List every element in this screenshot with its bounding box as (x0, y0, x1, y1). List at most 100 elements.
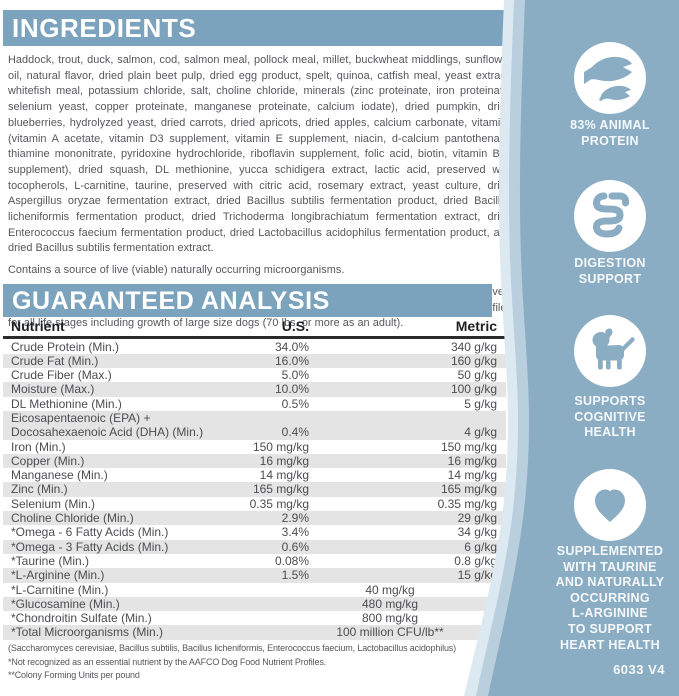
us-value-cell: 14 mg/kg (259, 468, 309, 483)
metric-value-cell: 160 g/kg (450, 353, 497, 368)
footnote: *Not recognized as an essential nutrient… (8, 656, 327, 667)
metric-value-cell: 16 mg/kg (447, 453, 497, 468)
table-row: DL Methionine (Min.) 0.5% 5 g/kg (3, 397, 506, 411)
benefits-sidebar: 83% ANIMAL PROTEIN DIGESTION SUPPORT SUP… (541, 0, 679, 696)
metric-value-cell: 150 mg/kg (440, 439, 497, 454)
value-cell: 800 mg/kg (361, 611, 419, 626)
nutrient-cell: *Omega - 3 Fatty Acids (Min.) (11, 539, 169, 554)
footnote: **Colony Forming Units per pound (8, 670, 140, 681)
table-header-rule (3, 336, 506, 339)
us-value-cell: 1.5% (281, 568, 309, 583)
analysis-table-header: Nutrient U.S. Metric (3, 318, 506, 335)
microorganisms-note: Contains a source of live (viable) natur… (8, 264, 345, 277)
table-row: Crude Protein (Min.) 34.0% 340 g/kg (3, 340, 506, 354)
nutrient-cell: Copper (Min.) (11, 453, 85, 468)
column-header-nutrient: Nutrient (11, 318, 65, 334)
value-cell: 480 mg/kg (361, 596, 419, 611)
us-value-cell: 10.0% (274, 382, 309, 397)
metric-value-cell: 15 g/kg (457, 568, 497, 583)
badge-digestion-label: DIGESTION SUPPORT (574, 256, 646, 286)
metric-value-cell: 100 g/kg (450, 382, 497, 397)
dog-icon (574, 315, 646, 387)
badge-animal-protein-label: 83% ANIMAL PROTEIN (570, 118, 650, 148)
table-row: Copper (Min.) 16 mg/kg 16 mg/kg (3, 453, 506, 469)
nutrient-cell: Crude Fat (Min.) (11, 353, 99, 368)
metric-value-cell: 0.35 mg/kg (437, 496, 497, 511)
nutrient-cell: Crude Fiber (Max.) (11, 368, 112, 383)
us-value-cell: 3.4% (281, 525, 309, 540)
metric-value-cell: 4 g/kg (464, 425, 497, 440)
column-header-us: U.S. (281, 318, 309, 334)
table-row: Selenium (Min.) 0.35 mg/kg 0.35 mg/kg (3, 497, 506, 511)
metric-value-cell: 165 mg/kg (440, 482, 497, 497)
analysis-footnotes: (Saccharomyces cerevisiae, Bacillus subt… (8, 642, 486, 683)
metric-value-cell: 14 mg/kg (447, 468, 497, 483)
table-row: *Total Microorganisms (Min.) 100 million … (3, 625, 506, 640)
ingredients-text: Haddock, trout, duck, salmon, cod, salmo… (8, 54, 512, 255)
nutrient-cell: *Chondroitin Sulfate (Min.) (11, 611, 152, 626)
footnote: (Saccharomyces cerevisiae, Bacillus subt… (8, 643, 456, 653)
table-row: Crude Fat (Min.) 16.0% 160 g/kg (3, 353, 506, 369)
metric-value-cell: 29 g/kg (457, 511, 497, 526)
guaranteed-analysis-title: GUARANTEED ANALYSIS (12, 287, 330, 315)
table-row: Crude Fiber (Max.) 5.0% 50 g/kg (3, 368, 506, 382)
ingredients-title: INGREDIENTS (12, 13, 197, 43)
metric-value-cell: 34 g/kg (457, 525, 497, 540)
nutrient-cell: Crude Protein (Min.) (11, 339, 120, 354)
nutrient-cell: Selenium (Min.) (11, 496, 96, 511)
table-row: *Omega - 3 Fatty Acids (Min.) 0.6% 6 g/kg (3, 539, 506, 554)
table-row: *Chondroitin Sulfate (Min.) 800 mg/kg (3, 611, 506, 625)
us-value-cell: 150 mg/kg (252, 439, 309, 454)
nutrient-cell: Manganese (Min.) (11, 468, 108, 483)
table-row: *Taurine (Min.) 0.08% 0.8 g/kg (3, 554, 506, 568)
table-row: Iron (Min.) 150 mg/kg 150 mg/kg (3, 440, 506, 454)
nutrient-cell: *L-Carnitine (Min.) (11, 582, 109, 597)
nutrient-cell: *Omega - 6 Fatty Acids (Min.) (11, 525, 169, 540)
fish-icon (574, 42, 646, 114)
column-header-metric: Metric (455, 318, 497, 334)
us-value-cell: 34.0% (274, 339, 309, 354)
us-value-cell: 16 mg/kg (259, 453, 309, 468)
table-row: Moisture (Max.) 10.0% 100 g/kg (3, 382, 506, 397)
nutrient-cell: *L-Arginine (Min.) (11, 568, 105, 583)
nutrient-cell: *Total Microorganisms (Min.) (11, 625, 164, 640)
us-value-cell: 0.08% (274, 553, 309, 568)
analysis-table-body: Crude Protein (Min.) 34.0% 340 g/kg Crude F… (3, 340, 506, 640)
metric-value-cell: 340 g/kg (450, 339, 497, 354)
us-value-cell: 5.0% (281, 368, 309, 383)
metric-value-cell: 5 g/kg (464, 396, 497, 411)
nutrient-cell: DL Methionine (Min.) (11, 396, 122, 411)
nutrient-cell: Moisture (Max.) (11, 382, 95, 397)
nutrient-cell: Eicosapentaenoic (EPA) + Docosahexaenoic… (11, 410, 204, 440)
us-value-cell: 0.35 mg/kg (249, 496, 309, 511)
metric-value-cell: 50 g/kg (457, 368, 497, 383)
table-row: Eicosapentaenoic (EPA) + Docosahexaenoic… (3, 410, 506, 440)
ingredients-header: INGREDIENTS (3, 10, 509, 46)
table-row: Choline Chloride (Min.) 2.9% 29 g/kg (3, 511, 506, 526)
badge-heart-health-label: SUPPLEMENTED WITH TAURINE AND NATURALLY … (555, 544, 665, 652)
us-value-cell: 2.9% (281, 511, 309, 526)
table-row: *L-Arginine (Min.) 1.5% 15 g/kg (3, 568, 506, 583)
nutrient-cell: Zinc (Min.) (11, 482, 68, 497)
intestine-icon (574, 180, 646, 252)
table-row: Zinc (Min.) 165 mg/kg 165 mg/kg (3, 482, 506, 497)
us-value-cell: 0.6% (281, 539, 309, 554)
us-value-cell: 0.5% (281, 396, 309, 411)
nutrient-cell: Iron (Min.) (11, 439, 66, 454)
metric-value-cell: 0.8 g/kg (454, 553, 497, 568)
nutrient-cell: *Taurine (Min.) (11, 553, 90, 568)
value-cell: 100 million CFU/lb** (336, 625, 444, 640)
table-row: *L-Carnitine (Min.) 40 mg/kg (3, 583, 506, 597)
metric-value-cell: 6 g/kg (464, 539, 497, 554)
nutrient-cell: Choline Chloride (Min.) (11, 511, 134, 526)
us-value-cell: 165 mg/kg (252, 482, 309, 497)
heart-icon (574, 469, 646, 541)
guaranteed-analysis-header: GUARANTEED ANALYSIS (3, 284, 492, 317)
label-version-code: 6033 V4 (613, 662, 665, 677)
us-value-cell: 0.4% (281, 425, 309, 440)
table-row: Manganese (Min.) 14 mg/kg 14 mg/kg (3, 468, 506, 482)
us-value-cell: 16.0% (274, 353, 309, 368)
table-row: *Omega - 6 Fatty Acids (Min.) 3.4% 34 g/kg (3, 525, 506, 539)
badge-cognitive-label: SUPPORTS COGNITIVE HEALTH (574, 394, 646, 440)
